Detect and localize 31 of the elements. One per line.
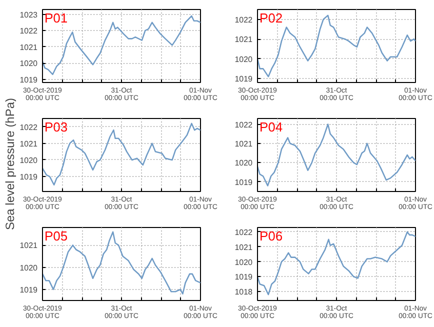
y-tick-label: 1019	[20, 285, 38, 294]
y-tick-label: 1022	[20, 26, 38, 36]
chart-title: P04	[260, 120, 283, 134]
chart-title: P05	[44, 228, 68, 244]
y-tick-label: 1019	[234, 74, 254, 84]
y-tick-label: 1021	[234, 242, 254, 252]
chart-title: P06	[260, 228, 283, 244]
y-tick-label: 1019	[20, 75, 38, 84]
y-tick-label: 1020	[234, 158, 254, 168]
chart-title: P03	[44, 120, 68, 134]
y-tick-label: 1022	[234, 15, 254, 24]
y-tick-label: 1019	[234, 178, 254, 187]
y-tick-label: 1021	[20, 42, 38, 52]
y-tick-label: 1023	[20, 10, 38, 20]
y-tick-label: 1022	[234, 228, 254, 237]
chart-title: P02	[260, 10, 283, 26]
y-tick-label: 1019	[234, 272, 254, 282]
y-tick-label: 1020	[234, 54, 254, 64]
y-tick-label: 1021	[20, 139, 38, 148]
y-tick-label: 1019	[20, 172, 38, 182]
chart-title: P01	[44, 10, 68, 26]
y-tick-label: 1020	[20, 263, 38, 272]
y-tick-label: 1020	[234, 258, 254, 267]
y-tick-label: 1021	[234, 35, 254, 44]
y-tick-label: 1021	[234, 139, 254, 148]
y-tick-label: 1020	[20, 156, 38, 165]
y-tick-label: 1022	[234, 120, 254, 130]
y-tick-label: 1018	[234, 288, 254, 297]
y-tick-label: 1021	[20, 241, 38, 250]
y-tick-label: 1022	[20, 122, 38, 132]
y-tick-label: 1020	[20, 59, 38, 68]
